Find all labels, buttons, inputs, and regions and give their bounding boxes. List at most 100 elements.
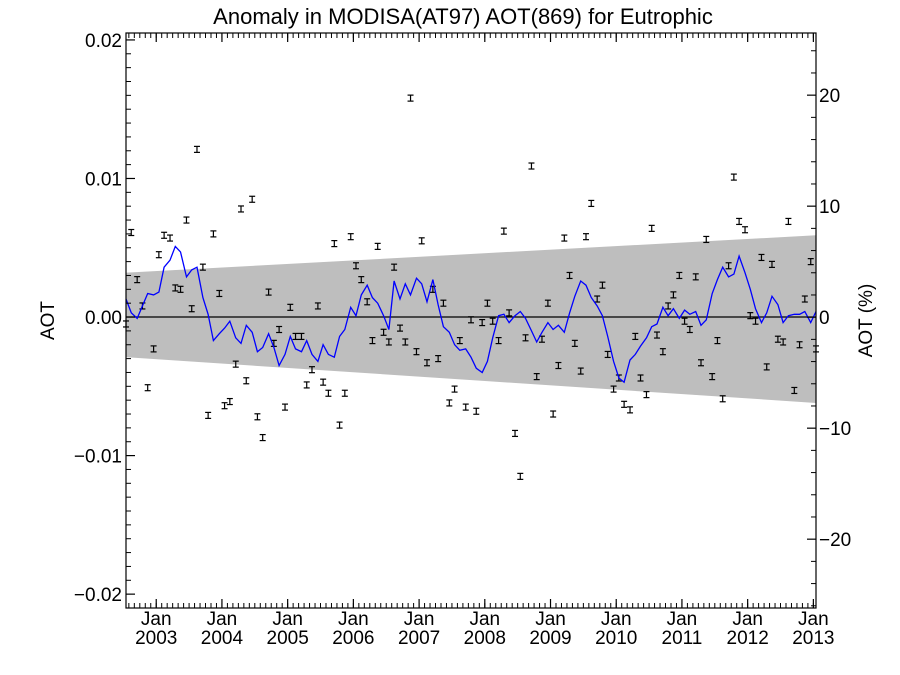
data-point xyxy=(796,341,803,349)
data-point xyxy=(533,373,540,381)
data-point xyxy=(347,233,354,241)
x-tick-month-label: Jan xyxy=(732,609,763,630)
data-point xyxy=(451,385,458,393)
data-point xyxy=(287,303,294,311)
data-point xyxy=(456,336,463,345)
data-point xyxy=(653,331,660,339)
x-tick-month-label: Jan xyxy=(667,609,698,630)
data-point xyxy=(232,360,239,368)
data-point xyxy=(621,400,628,408)
data-point xyxy=(604,350,611,359)
data-point xyxy=(561,234,568,242)
data-point xyxy=(128,228,135,237)
data-point xyxy=(402,338,409,346)
data-point xyxy=(730,173,737,181)
data-point xyxy=(341,389,348,397)
data-point xyxy=(183,216,190,224)
data-point xyxy=(659,348,666,356)
data-point xyxy=(172,284,179,292)
data-point xyxy=(435,355,442,363)
data-point xyxy=(276,325,283,334)
x-tick-year-label: 2007 xyxy=(398,628,440,649)
data-point xyxy=(807,258,814,266)
data-point xyxy=(780,338,787,346)
data-point xyxy=(719,395,726,403)
data-point xyxy=(785,217,792,226)
data-point xyxy=(144,384,151,392)
y-tick-label: 0.01 xyxy=(85,169,122,190)
data-point xyxy=(369,336,376,345)
data-point xyxy=(637,374,644,382)
data-point xyxy=(462,403,469,411)
data-point xyxy=(479,318,486,327)
y-tick-label: 0.00 xyxy=(85,308,122,329)
data-point xyxy=(665,302,672,310)
data-point xyxy=(512,429,519,438)
data-point xyxy=(544,299,551,307)
x-tick-month-label: Jan xyxy=(601,609,632,630)
data-point xyxy=(188,305,195,313)
data-point xyxy=(325,389,332,397)
data-point xyxy=(440,299,447,307)
data-point xyxy=(423,359,430,367)
data-point xyxy=(358,276,365,284)
data-point xyxy=(216,289,223,298)
data-point xyxy=(167,234,174,242)
data-point xyxy=(714,336,721,345)
data-point xyxy=(643,391,650,399)
data-point xyxy=(709,373,716,381)
x-tick-year-label: 2004 xyxy=(201,628,244,649)
data-point xyxy=(484,299,491,307)
data-point xyxy=(627,406,634,414)
y2-tick-label: 10 xyxy=(819,197,840,218)
data-point xyxy=(801,295,808,303)
x-tick-month-label: Jan xyxy=(272,609,303,630)
data-point xyxy=(736,217,743,226)
data-point xyxy=(150,345,157,353)
x-tick-year-label: 2005 xyxy=(267,628,309,649)
data-point xyxy=(282,403,289,411)
data-point xyxy=(407,94,414,102)
data-point xyxy=(374,242,381,250)
data-point xyxy=(298,332,305,341)
data-point xyxy=(221,402,228,410)
data-point xyxy=(648,224,655,232)
data-point xyxy=(495,336,502,345)
data-point xyxy=(364,298,371,306)
data-point xyxy=(418,237,425,245)
data-point xyxy=(632,332,639,341)
data-point xyxy=(583,233,589,241)
data-point xyxy=(353,262,359,270)
y2-axis-label: AOT (%) xyxy=(856,284,877,358)
data-point xyxy=(500,227,507,235)
data-point xyxy=(446,399,453,407)
smoothed-line-layer xyxy=(125,245,817,384)
data-point xyxy=(155,251,162,259)
smoothed-line xyxy=(125,245,817,384)
data-point xyxy=(670,291,677,299)
x-tick-year-label: 2008 xyxy=(464,628,506,649)
x-tick-year-label: 2012 xyxy=(727,628,769,649)
x-tick-year-label: 2006 xyxy=(332,628,374,649)
x-tick-month-label: Jan xyxy=(535,609,566,630)
data-point xyxy=(791,386,798,395)
data-point xyxy=(577,367,584,375)
axes-layer: 0.020.010.00−0.01−0.0220100−10−20Jan2003… xyxy=(74,31,851,649)
data-point xyxy=(473,407,480,415)
data-point xyxy=(413,348,420,356)
data-point xyxy=(205,411,212,420)
data-point xyxy=(752,317,759,325)
data-point xyxy=(331,240,338,248)
x-tick-month-label: Jan xyxy=(207,609,238,630)
x-tick-month-label: Jan xyxy=(469,609,500,630)
data-point xyxy=(555,361,562,370)
data-point xyxy=(292,332,299,341)
data-point xyxy=(468,316,474,324)
data-point xyxy=(758,253,765,262)
x-tick-year-label: 2013 xyxy=(792,628,834,649)
data-point xyxy=(550,410,557,418)
data-point xyxy=(308,366,315,374)
data-point xyxy=(742,226,749,234)
y-axis-label: AOT xyxy=(38,301,59,340)
